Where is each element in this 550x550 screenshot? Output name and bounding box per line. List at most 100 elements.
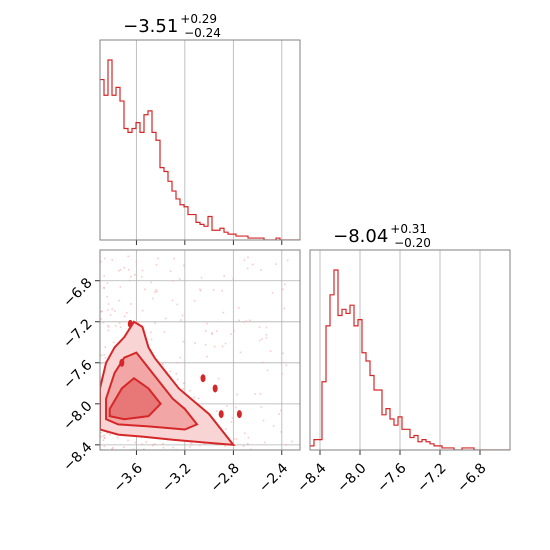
sample-point [199,288,201,291]
sample-point [107,324,109,327]
sample-point [103,437,106,439]
sample-point [152,444,154,447]
hist2-xtick-label-3: −7.2 [414,460,449,495]
sample-point [182,264,185,267]
contour-xtick-label-1: −3.2 [159,460,194,495]
sample-point [263,441,266,444]
sample-point [280,431,282,433]
sample-point [178,278,181,280]
sample-point [107,326,110,328]
sample-point [107,303,110,305]
axes-frame [309,249,511,451]
sample-point [230,333,232,335]
sample-point [285,364,288,367]
sample-point [150,331,152,334]
sample-point [223,275,226,277]
sample-point [258,326,261,329]
sample-point [238,319,241,322]
sample-point [282,352,284,355]
sample-point [102,321,104,324]
sample-point [269,350,272,352]
sample-point [123,446,125,448]
sample-point [102,439,105,441]
sample-point [100,310,102,313]
sample-point [212,289,215,291]
axes-frame [99,249,301,451]
sample-point [199,289,202,292]
sample-point [251,263,254,266]
sample-point [245,320,247,323]
sample-point [140,275,143,278]
sample-point [125,312,128,314]
contour-island-2 [200,374,206,383]
sample-point [111,308,113,311]
sample-point [197,397,200,400]
sample-point [106,432,108,435]
sample-point [135,261,138,263]
contour-panel: −3.6 −3.2 −2.8 −2.4 −6.8 −7.2 −7.6 −8.0 −8.4 [60,249,301,496]
sample-point [144,288,146,291]
sample-point [100,260,102,263]
sample-point [278,413,281,415]
sample-point [137,322,139,324]
sample-point [103,354,105,356]
sample-point [260,406,263,408]
sample-point [203,442,206,445]
sample-point [244,432,246,435]
contour-island-0 [127,319,133,328]
sample-point [107,329,110,332]
contour-ytick-label-3: −8.0 [60,398,95,433]
sample-point [109,434,111,436]
sample-point [265,326,268,329]
sample-point [254,393,257,395]
sample-point [230,421,233,423]
sample-point [130,303,132,305]
sample-point [152,443,154,446]
sample-point [260,269,262,271]
contour-ytick-label-2: −7.6 [60,357,95,392]
sample-point [118,299,121,302]
sample-point [162,363,164,365]
title-lower: −0.20 [394,236,431,250]
sample-point [206,355,208,358]
sample-point [111,448,113,450]
sample-point [141,309,144,312]
sample-point [103,286,105,289]
title-2: −8.04 +0.31 −0.20 [333,222,431,250]
sample-point [118,270,120,272]
sample-point [109,314,112,316]
histogram-panel-2: −8.4 −8.0 −7.6 −7.2 −6.8 [294,249,511,496]
sample-point [280,409,282,412]
sample-point [211,332,213,334]
sample-point [133,448,135,450]
sample-point [194,342,196,344]
sample-point [213,345,216,348]
contour-layer [100,255,293,450]
sample-point [123,266,126,269]
sample-point [246,267,249,270]
sample-point [283,307,286,310]
sample-point [155,289,157,291]
histogram-panel-1 [99,39,301,245]
title-value: −8.04 [333,226,388,247]
sample-point [237,306,240,309]
sample-point [175,372,178,375]
sample-point [127,255,130,258]
sample-point [236,393,239,396]
sample-point [169,270,172,273]
sample-point [249,448,252,450]
title-upper: +0.31 [390,222,427,236]
sample-point [151,297,154,300]
sample-point [199,444,201,447]
sample-point [156,290,158,293]
sample-point [106,309,109,311]
sample-point [123,315,126,318]
sample-point [106,282,109,284]
sample-point [128,268,130,271]
sample-point [171,299,174,302]
sample-point [114,310,116,312]
sample-point [165,317,167,320]
sample-point [222,311,225,314]
sample-point [225,405,228,407]
sample-point [145,441,147,443]
